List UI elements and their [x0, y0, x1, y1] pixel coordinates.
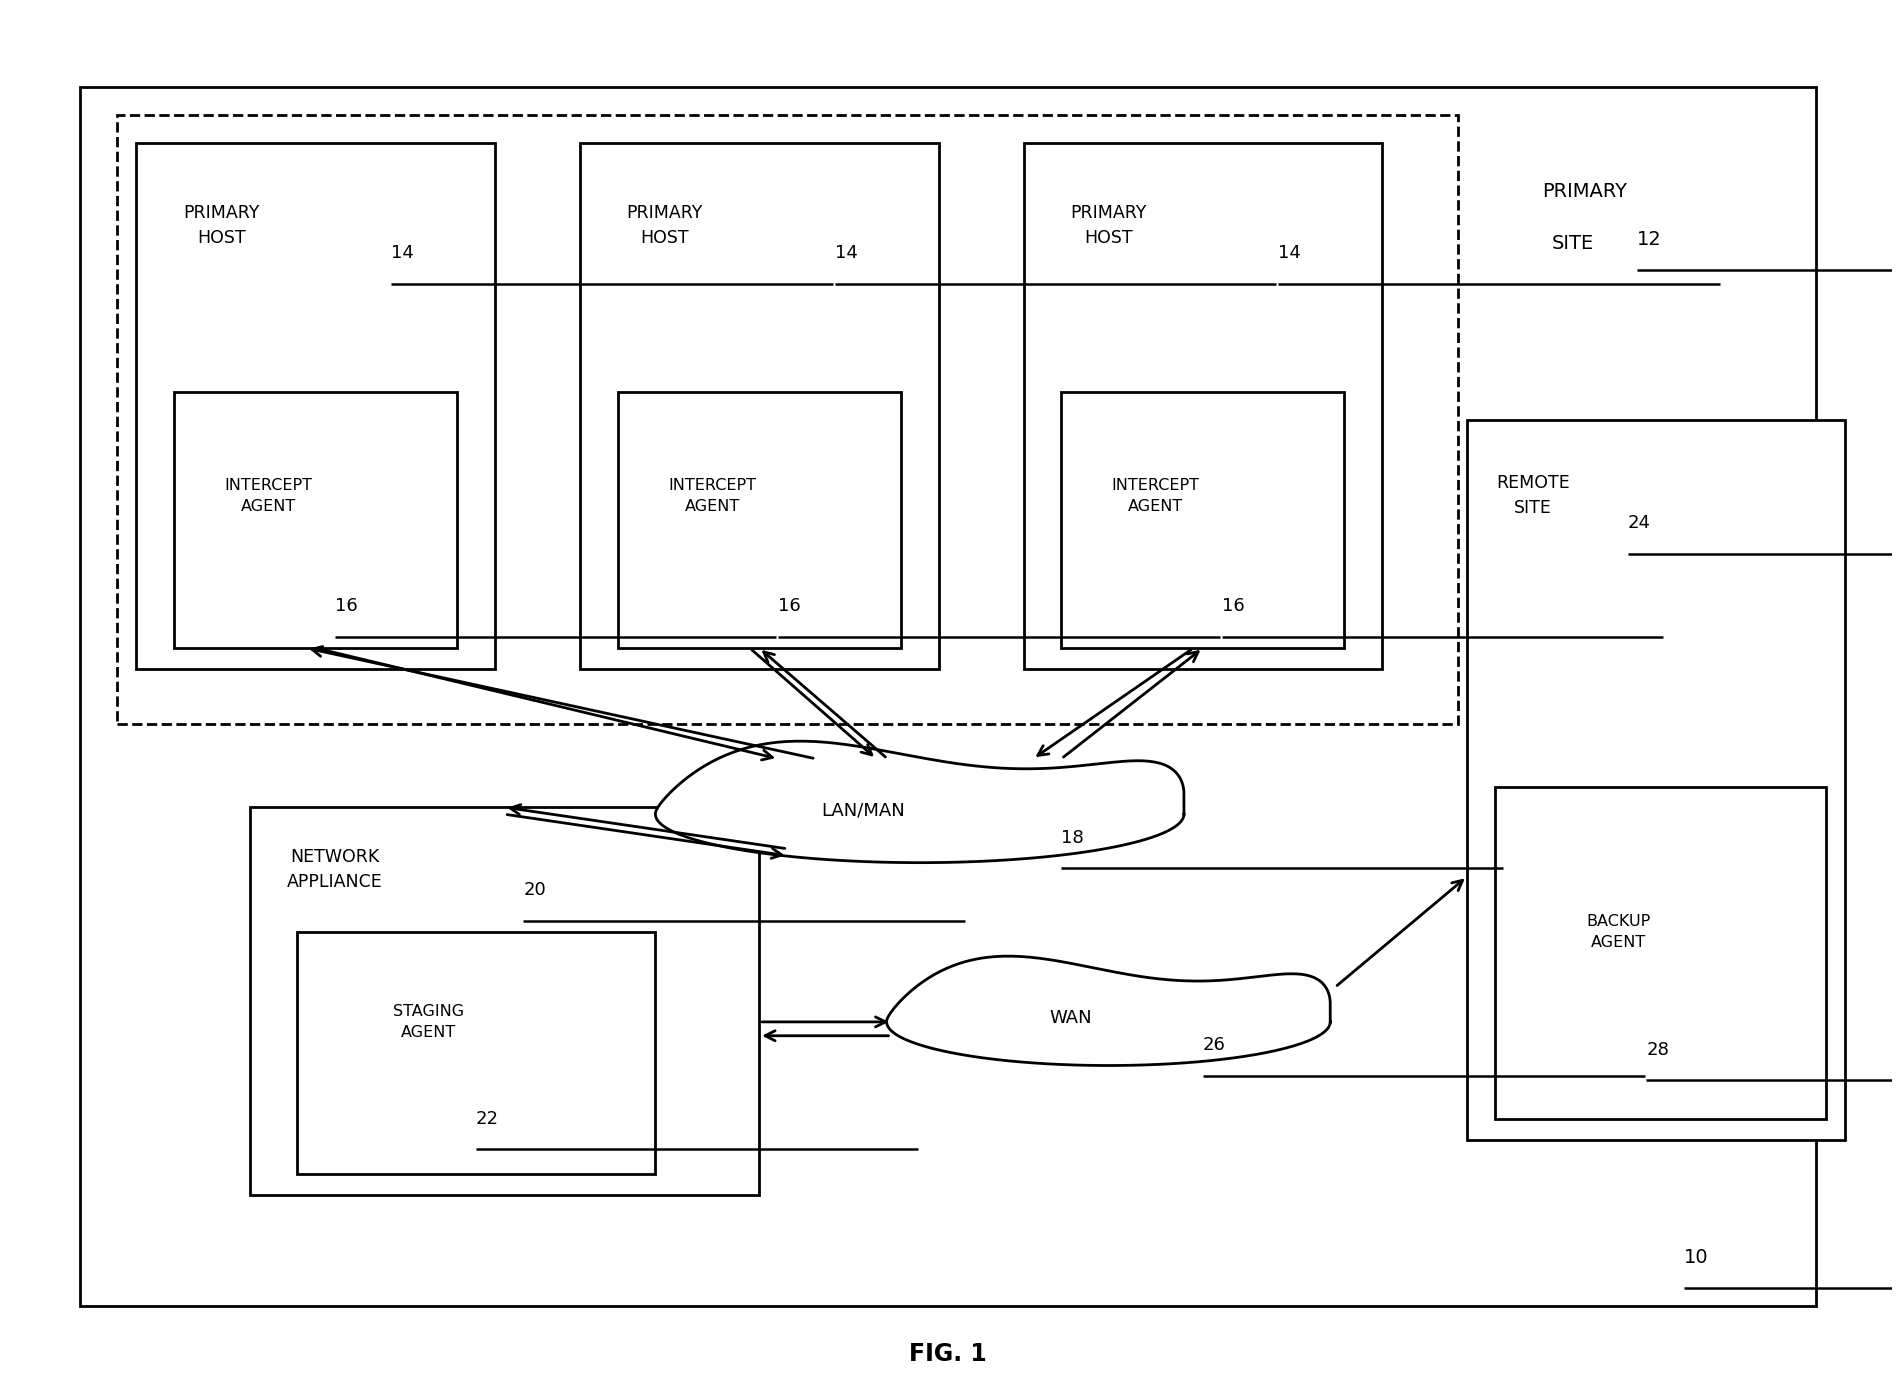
Text: STAGING
AGENT: STAGING AGENT [392, 1004, 465, 1041]
Text: 16: 16 [334, 598, 356, 616]
Text: PRIMARY: PRIMARY [1543, 181, 1627, 201]
Text: SITE: SITE [1553, 234, 1595, 254]
Bar [1496, 787, 1826, 1119]
Text: 14: 14 [1278, 244, 1301, 262]
Bar [80, 88, 1816, 1305]
Polygon shape [887, 956, 1331, 1066]
Text: 20: 20 [523, 882, 546, 900]
Polygon shape [656, 741, 1183, 862]
Bar [174, 391, 457, 648]
Bar [1468, 419, 1845, 1139]
Text: REMOTE
SITE: REMOTE SITE [1496, 474, 1570, 517]
Bar [1062, 391, 1344, 648]
Text: 10: 10 [1684, 1248, 1708, 1266]
Text: 26: 26 [1202, 1036, 1225, 1055]
Text: 28: 28 [1646, 1041, 1668, 1059]
Text: PRIMARY
HOST: PRIMARY HOST [1069, 205, 1147, 247]
Bar [1024, 142, 1382, 669]
Bar [618, 391, 901, 648]
Bar [250, 808, 758, 1195]
Text: INTERCEPT
AGENT: INTERCEPT AGENT [224, 478, 313, 514]
Text: PRIMARY
HOST: PRIMARY HOST [628, 205, 703, 247]
Text: 14: 14 [834, 244, 857, 262]
Text: NETWORK
APPLIANCE: NETWORK APPLIANCE [286, 848, 383, 892]
Text: 14: 14 [391, 244, 413, 262]
Text: FIG. 1: FIG. 1 [908, 1343, 988, 1367]
Text: 24: 24 [1627, 514, 1651, 532]
Bar [298, 932, 656, 1174]
Text: INTERCEPT
AGENT: INTERCEPT AGENT [1111, 478, 1200, 514]
Text: LAN/MAN: LAN/MAN [821, 801, 904, 819]
Text: 18: 18 [1062, 829, 1085, 847]
Text: 12: 12 [1636, 230, 1661, 249]
Text: WAN: WAN [1048, 1009, 1092, 1027]
Bar [580, 142, 939, 669]
Text: INTERCEPT
AGENT: INTERCEPT AGENT [667, 478, 757, 514]
Text: 22: 22 [476, 1110, 499, 1128]
Text: PRIMARY
HOST: PRIMARY HOST [184, 205, 260, 247]
Bar [137, 142, 495, 669]
Bar [118, 116, 1458, 724]
Text: 16: 16 [777, 598, 800, 616]
Text: BACKUP
AGENT: BACKUP AGENT [1585, 914, 1650, 950]
Text: 16: 16 [1221, 598, 1244, 616]
